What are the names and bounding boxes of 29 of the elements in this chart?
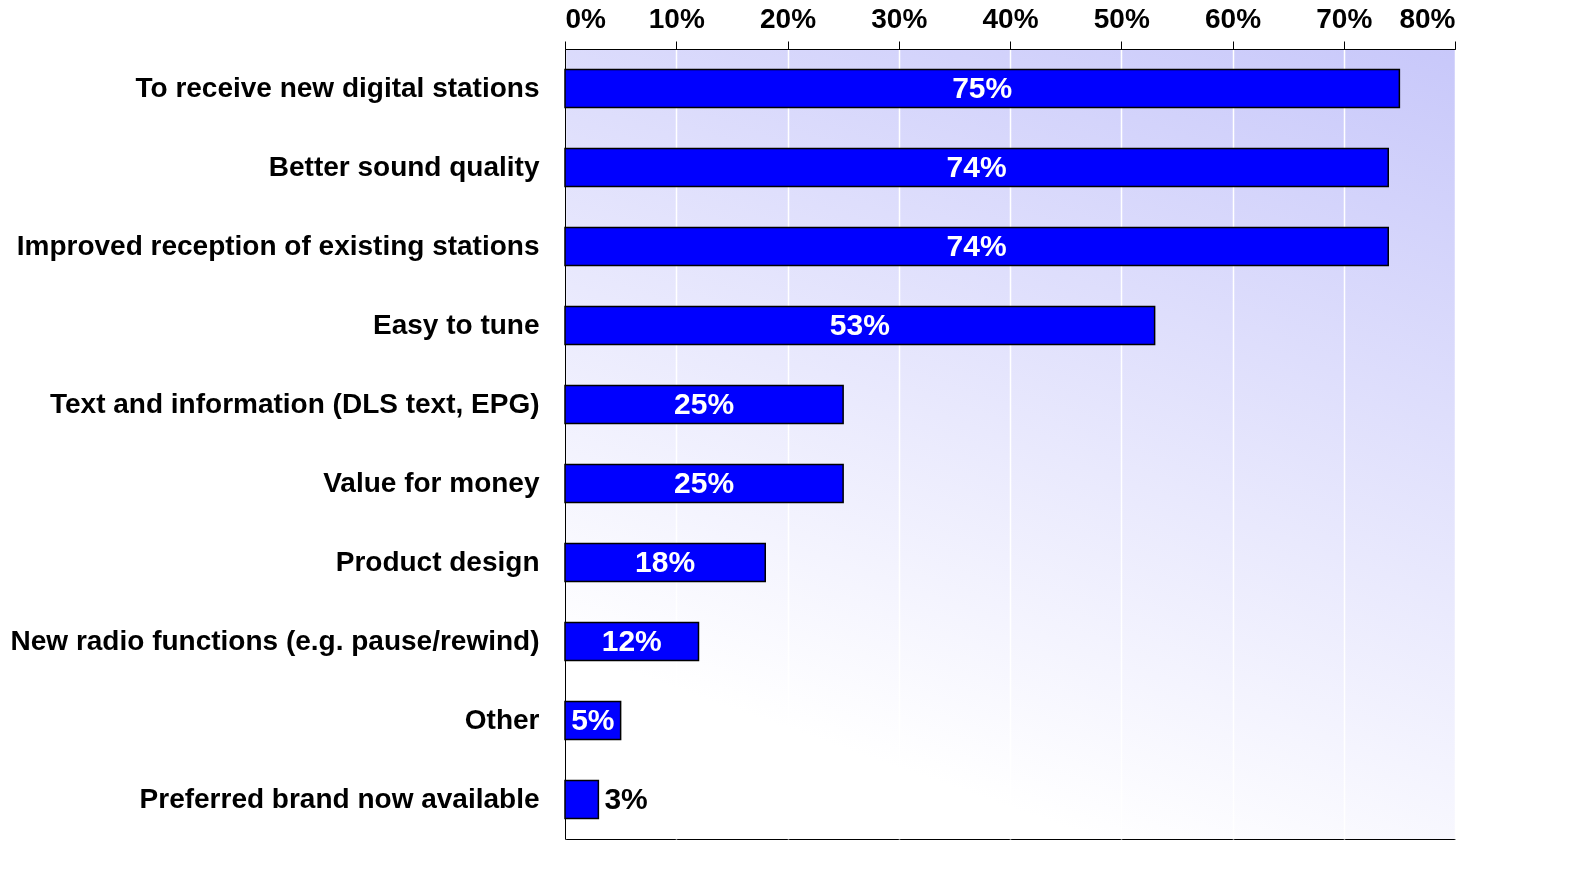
y-tick-label: Product design	[335, 545, 540, 577]
y-tick-label: Better sound quality	[268, 150, 540, 182]
y-tick-label: To receive new digital stations	[135, 71, 540, 103]
x-tick-label: 60%	[1204, 2, 1262, 34]
x-tick-label: 70%	[1316, 2, 1373, 34]
y-tick-label: Preferred brand now available	[139, 782, 540, 814]
x-tick-label: 50%	[1093, 2, 1150, 34]
data-label: 74%	[946, 149, 1007, 183]
data-label: 5%	[571, 702, 615, 736]
x-tick-label: 10%	[648, 2, 705, 34]
y-tick-label: Other	[464, 703, 540, 735]
x-tick-label: 40%	[982, 2, 1039, 34]
data-label: 75%	[952, 70, 1013, 104]
y-tick-label: Easy to tune	[373, 308, 540, 340]
y-tick-label: Improved reception of existing stations	[16, 229, 540, 261]
data-label: 74%	[946, 228, 1007, 262]
y-tick-label: New radio functions (e.g. pause/rewind)	[10, 624, 540, 656]
y-tick-label: Text and information (DLS text, EPG)	[49, 387, 540, 419]
data-label: 3%	[604, 781, 648, 815]
y-tick-label: Value for money	[323, 466, 540, 498]
data-label: 18%	[635, 544, 696, 578]
x-tick-label: 0%	[565, 2, 607, 34]
data-label: 25%	[674, 465, 735, 499]
x-tick-label: 20%	[759, 2, 817, 34]
data-label: 25%	[674, 386, 735, 420]
data-label: 53%	[829, 307, 890, 341]
x-tick-label: 30%	[871, 2, 928, 34]
x-tick-label: 80%	[1399, 2, 1456, 34]
data-label: 12%	[601, 623, 662, 657]
